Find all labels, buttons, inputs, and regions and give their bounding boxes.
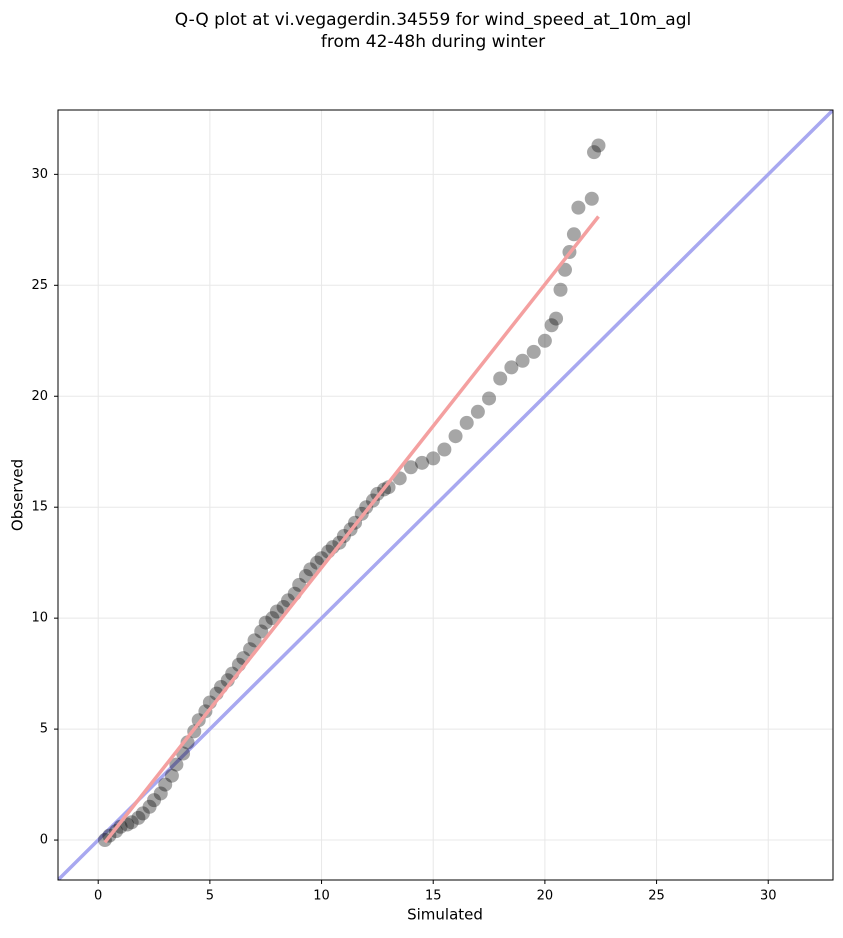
point	[359, 500, 374, 515]
x-tick-label: 30	[760, 889, 777, 904]
point	[169, 757, 184, 772]
point	[164, 768, 179, 783]
point	[584, 191, 599, 206]
point	[135, 806, 150, 821]
point	[303, 562, 318, 577]
point	[113, 819, 128, 834]
chart-title: from 42-48h during winter	[321, 32, 545, 52]
point	[426, 451, 441, 466]
y-axis-label: Observed	[9, 459, 27, 531]
x-tick-label: 15	[425, 889, 442, 904]
x-tick-label: 0	[94, 889, 102, 904]
point	[470, 404, 485, 419]
point	[415, 455, 430, 470]
point	[553, 282, 568, 297]
y-tick-label: 30	[31, 167, 48, 182]
point	[587, 145, 602, 160]
point	[142, 799, 157, 814]
y-tick-label: 15	[31, 500, 48, 515]
point	[124, 815, 139, 830]
x-tick-label: 20	[537, 889, 554, 904]
point	[298, 568, 313, 583]
chart-title: Q-Q plot at vi.vegagerdin.34559 for wind…	[175, 10, 691, 30]
y-tick-label: 20	[31, 389, 48, 404]
point	[147, 793, 162, 808]
point	[254, 624, 269, 639]
x-tick-label: 10	[313, 889, 330, 904]
point	[515, 353, 530, 368]
y-tick-label: 25	[31, 278, 48, 293]
point	[269, 604, 284, 619]
point	[526, 344, 541, 359]
x-tick-label: 25	[648, 889, 665, 904]
point	[448, 429, 463, 444]
point	[403, 460, 418, 475]
point	[591, 138, 606, 153]
point	[158, 777, 173, 792]
point	[292, 577, 307, 592]
point	[504, 360, 519, 375]
point	[537, 333, 552, 348]
point	[566, 227, 581, 242]
point	[493, 371, 508, 386]
point	[437, 442, 452, 457]
point	[544, 318, 559, 333]
point	[153, 786, 168, 801]
fit-line	[103, 215, 600, 844]
y-tick-label: 5	[40, 722, 48, 737]
point	[571, 200, 586, 215]
point	[131, 810, 146, 825]
reference-line	[58, 110, 833, 880]
x-tick-label: 5	[206, 889, 214, 904]
y-tick-label: 0	[40, 833, 48, 848]
point	[459, 415, 474, 430]
y-tick-label: 10	[31, 611, 48, 626]
point	[258, 615, 273, 630]
point	[180, 735, 195, 750]
point	[381, 480, 396, 495]
point	[482, 391, 497, 406]
plot-frame	[57, 109, 834, 881]
point	[557, 262, 572, 277]
point	[247, 633, 262, 648]
point	[265, 611, 280, 626]
x-axis-label: Simulated	[407, 906, 483, 924]
point	[549, 311, 564, 326]
